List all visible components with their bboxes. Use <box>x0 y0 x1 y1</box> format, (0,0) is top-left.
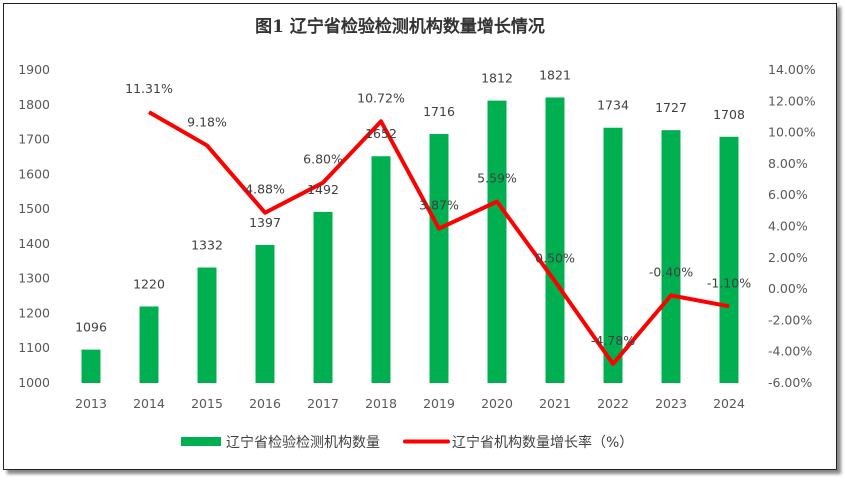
line-data-label: 4.88% <box>245 182 285 197</box>
bar <box>603 127 623 383</box>
right-axis-tick: 0.00% <box>768 281 808 296</box>
legend-line-label: 辽宁省机构数量增长率（%） <box>452 434 633 451</box>
bar-data-label: 1821 <box>539 67 571 82</box>
line-data-label: 11.31% <box>125 81 173 96</box>
bar <box>545 97 565 384</box>
x-axis-tick: 2018 <box>365 396 397 411</box>
bar-data-label: 1812 <box>481 71 513 86</box>
bar-data-label: 1492 <box>307 182 339 197</box>
left-axis-tick: 1700 <box>18 132 50 147</box>
line-data-label: 5.59% <box>477 171 517 186</box>
right-axis-tick: -4.00% <box>768 344 812 359</box>
x-axis-tick: 2020 <box>481 396 513 411</box>
bar-data-label: 1727 <box>655 100 687 115</box>
line-data-label: -1.10% <box>707 275 751 290</box>
bar-data-label: 1397 <box>249 215 281 230</box>
bar-data-label: 1220 <box>133 276 165 291</box>
legend: 辽宁省检验检测机构数量 辽宁省机构数量增长率（%） <box>181 434 633 451</box>
x-axis-tick: 2022 <box>597 396 629 411</box>
left-axis-tick: 1500 <box>18 201 50 216</box>
right-axis-tick: 2.00% <box>768 250 808 265</box>
left-axis-tick: 1600 <box>18 166 50 181</box>
line-data-label: -4.78% <box>591 333 635 348</box>
bar-data-label: 1332 <box>191 238 223 253</box>
line-data-label: 6.80% <box>303 152 343 167</box>
right-axis-tick: 8.00% <box>768 156 808 171</box>
right-axis-tick: 6.00% <box>768 187 808 202</box>
left-axis-tick: 1200 <box>18 305 50 320</box>
chart-frame <box>3 3 837 470</box>
bar <box>81 349 101 383</box>
bar <box>139 306 159 383</box>
bar <box>661 130 681 383</box>
right-axis-tick: 10.00% <box>768 125 816 140</box>
line-data-label: -0.40% <box>649 264 693 279</box>
x-axis-tick: 2017 <box>307 396 339 411</box>
x-axis-tick: 2015 <box>191 396 223 411</box>
right-axis-tick: -6.00% <box>768 375 812 390</box>
bar-data-label: 1734 <box>597 98 629 113</box>
bar <box>429 133 449 383</box>
bar <box>255 244 275 383</box>
x-axis-tick: 2019 <box>423 396 455 411</box>
bar-data-label: 1708 <box>713 107 745 122</box>
bar <box>719 136 739 383</box>
right-axis-tick: -2.00% <box>768 312 812 327</box>
bar-data-label: 1716 <box>423 104 455 119</box>
x-axis-tick: 2013 <box>75 396 107 411</box>
x-axis-tick: 2016 <box>249 396 281 411</box>
bar <box>487 100 507 384</box>
x-axis-tick: 2014 <box>133 396 165 411</box>
right-axis-tick: 14.00% <box>768 62 816 77</box>
line-data-label: 3.87% <box>419 198 459 213</box>
chart-title: 图1 辽宁省检验检测机构数量增长情况 <box>255 16 545 37</box>
left-axis-tick: 1000 <box>18 375 50 390</box>
x-axis-tick: 2024 <box>713 396 745 411</box>
right-axis-tick: 4.00% <box>768 219 808 234</box>
left-axis-tick: 1800 <box>18 97 50 112</box>
x-axis-tick: 2023 <box>655 396 687 411</box>
bar <box>371 156 391 383</box>
x-axis-tick: 2021 <box>539 396 571 411</box>
line-data-label: 0.50% <box>535 250 575 265</box>
left-axis-tick: 1100 <box>18 340 50 355</box>
line-data-label: 10.72% <box>357 90 405 105</box>
bar <box>313 211 333 383</box>
bar-data-label: 1096 <box>75 320 107 335</box>
legend-bar-swatch <box>181 437 221 446</box>
bar-data-label: 1652 <box>365 126 397 141</box>
legend-bar-label: 辽宁省检验检测机构数量 <box>226 434 380 451</box>
left-axis-tick: 1900 <box>18 62 50 77</box>
line-data-label: 9.18% <box>187 114 227 129</box>
left-axis-tick: 1300 <box>18 271 50 286</box>
bar <box>197 267 217 383</box>
right-axis-tick: 12.00% <box>768 93 816 108</box>
left-axis-tick: 1400 <box>18 236 50 251</box>
